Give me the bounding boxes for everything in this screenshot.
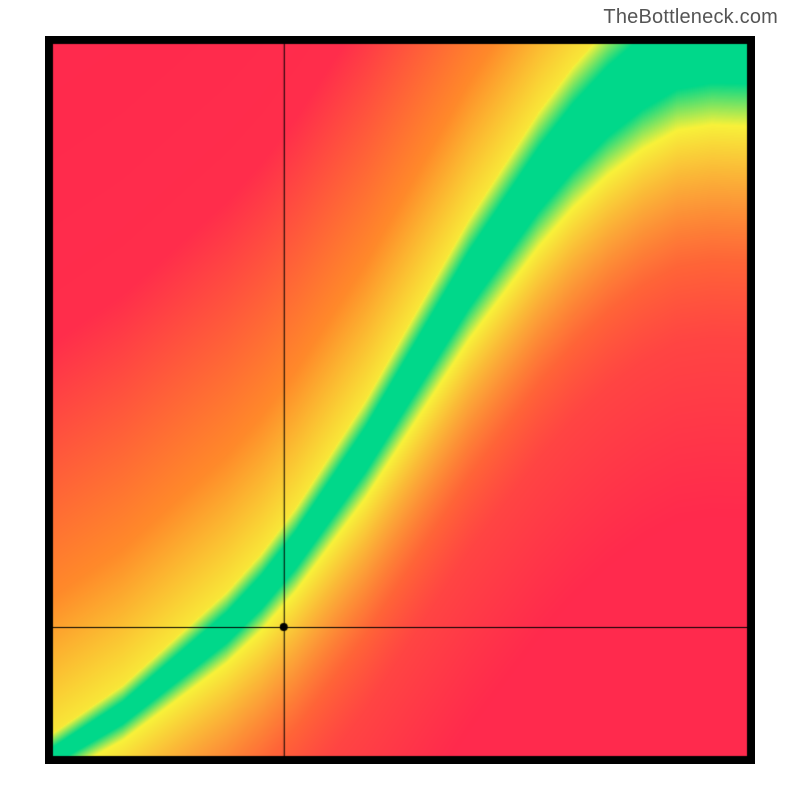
bottleneck-heatmap (45, 36, 755, 764)
brand-watermark: TheBottleneck.com (603, 6, 778, 29)
chart-frame (45, 36, 755, 764)
